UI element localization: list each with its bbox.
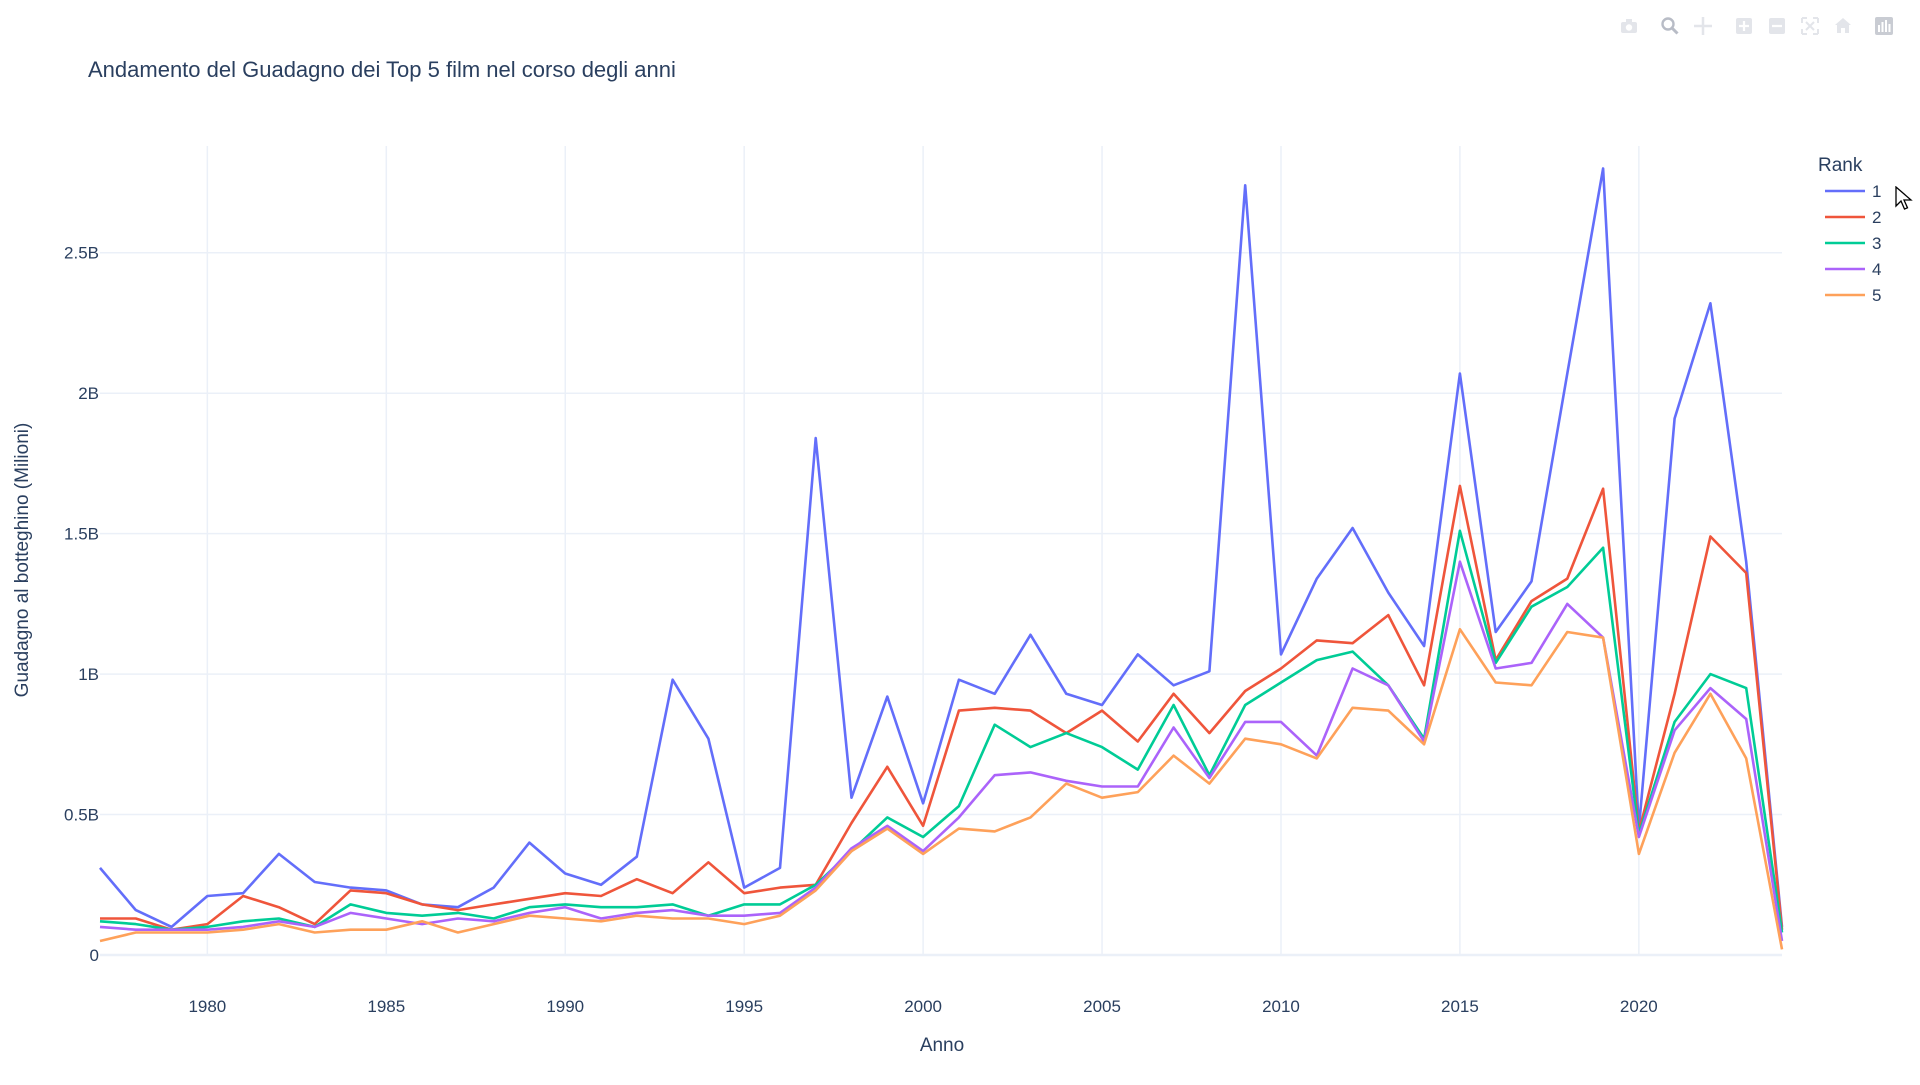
series-line-rank-4[interactable] bbox=[99, 560, 1784, 942]
legend-item-rank-2[interactable]: 2 bbox=[1825, 208, 1881, 227]
x-tick-label-1990: 1990 bbox=[546, 997, 584, 1016]
grid-layer bbox=[100, 146, 1782, 957]
legend-label-4: 4 bbox=[1872, 260, 1881, 279]
zoom-in-icon[interactable] bbox=[1727, 14, 1760, 38]
legend-item-rank-1[interactable]: 1 bbox=[1825, 182, 1881, 201]
series-line-rank-2[interactable] bbox=[100, 484, 1784, 932]
x-tick-label-2020: 2020 bbox=[1620, 997, 1658, 1016]
y-tick-label-3: 1.5B bbox=[64, 525, 99, 544]
y-tick-label-1: 0.5B bbox=[64, 806, 99, 825]
x-tick-label-2000: 2000 bbox=[904, 997, 942, 1016]
chart-title: Andamento del Guadagno dei Top 5 film ne… bbox=[88, 57, 676, 82]
autoscale-icon[interactable] bbox=[1793, 14, 1826, 38]
y-tick-label-5: 2.5B bbox=[64, 244, 99, 263]
y-tick-label-0: 0 bbox=[90, 946, 99, 965]
x-tick-label-1995: 1995 bbox=[725, 997, 763, 1016]
modebar[interactable] bbox=[1612, 14, 1900, 38]
y-tick-label-2: 1B bbox=[78, 665, 99, 684]
legend-item-rank-3[interactable]: 3 bbox=[1825, 234, 1881, 253]
x-tick-label-1985: 1985 bbox=[367, 997, 405, 1016]
legend-label-2: 2 bbox=[1872, 208, 1881, 227]
series-line-rank-3[interactable] bbox=[99, 529, 1784, 933]
legend[interactable]: Rank 1 2 3 4 5 bbox=[1818, 155, 1881, 305]
series-layer[interactable] bbox=[99, 167, 1784, 950]
zoom-out-icon[interactable] bbox=[1760, 14, 1793, 38]
x-tick-label-1980: 1980 bbox=[188, 997, 226, 1016]
legend-label-3: 3 bbox=[1872, 234, 1881, 253]
series-line-rank-1[interactable] bbox=[99, 167, 1784, 929]
legend-item-rank-5[interactable]: 5 bbox=[1825, 286, 1881, 305]
x-tick-label-2010: 2010 bbox=[1262, 997, 1300, 1016]
axis-layer: 1980 1985 1990 1995 2000 2005 2010 2015 2020 0 0.5… bbox=[64, 244, 1658, 1016]
plotly-logo-icon[interactable] bbox=[1867, 14, 1900, 38]
y-tick-label-4: 2B bbox=[78, 384, 99, 403]
x-tick-label-2005: 2005 bbox=[1083, 997, 1121, 1016]
legend-title: Rank bbox=[1818, 155, 1863, 176]
y-axis-title: Guadagno al botteghino (Milioni) bbox=[12, 423, 33, 698]
camera-icon[interactable] bbox=[1612, 14, 1645, 38]
zoom-icon[interactable] bbox=[1653, 14, 1686, 38]
legend-item-rank-4[interactable]: 4 bbox=[1825, 260, 1881, 279]
mouse-cursor-icon bbox=[1895, 186, 1913, 210]
legend-label-1: 1 bbox=[1872, 182, 1881, 201]
legend-label-5: 5 bbox=[1872, 286, 1881, 305]
x-axis-title: Anno bbox=[920, 1035, 964, 1056]
series-line-rank-5[interactable] bbox=[99, 627, 1784, 950]
pan-icon[interactable] bbox=[1686, 14, 1719, 38]
reset-axes-icon[interactable] bbox=[1826, 14, 1859, 38]
x-tick-label-2015: 2015 bbox=[1441, 997, 1479, 1016]
